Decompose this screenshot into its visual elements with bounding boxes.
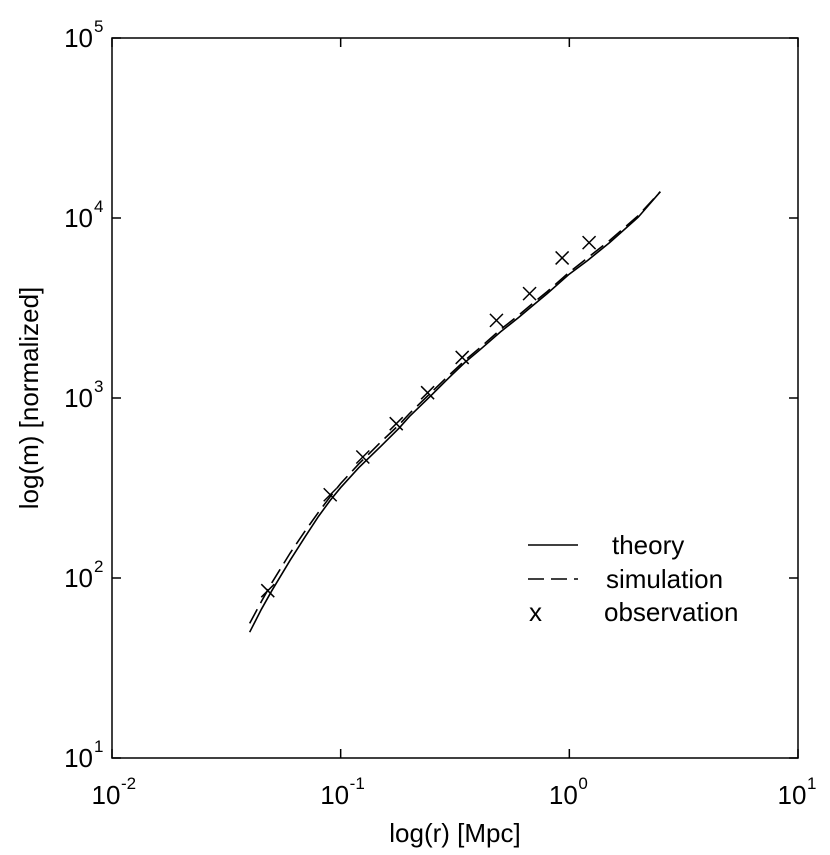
y-axis-label: log(m) [normalized] [14, 287, 44, 510]
x-tick-exponent: 0 [578, 774, 587, 793]
series-observation-marker [323, 487, 338, 502]
y-tick-exponent: 3 [94, 377, 103, 396]
x-tick-exponent: -2 [121, 774, 136, 793]
series-simulation-line [248, 191, 661, 624]
legend: theory simulation x observation [528, 530, 738, 627]
y-tick-label: 10 [64, 23, 93, 53]
x-tick-label: 10 [549, 780, 578, 810]
axis-ticks [111, 37, 799, 759]
series-layer [248, 191, 661, 633]
x-tick-exponent: -1 [350, 774, 365, 793]
legend-theory-label: theory [612, 530, 684, 560]
series-observation-marker [555, 250, 570, 265]
series-theory-line [248, 191, 661, 633]
series-observation-marker [582, 235, 597, 250]
x-tick-label: 10 [778, 780, 807, 810]
x-tick-label: 10 [320, 780, 349, 810]
y-tick-label: 10 [64, 563, 93, 593]
y-tick-exponent: 4 [94, 197, 103, 216]
x-tick-labels: 10 -2 10 -1 10 0 10 1 [92, 774, 817, 810]
x-axis-label: log(r) [Mpc] [389, 818, 520, 848]
y-tick-exponent: 1 [94, 737, 103, 756]
plot-frame [111, 37, 799, 759]
series-observation-marker [420, 385, 435, 400]
series-observation-marker [455, 350, 470, 365]
y-tick-exponent: 5 [94, 17, 103, 36]
series-observation-marker [355, 449, 370, 465]
y-tick-label: 10 [64, 743, 93, 773]
legend-observation-marker: x [529, 597, 542, 627]
x-tick-exponent: 1 [807, 774, 816, 793]
series-observation-marker [489, 313, 504, 328]
series-observation-marker [522, 286, 537, 301]
y-tick-exponent: 2 [94, 557, 103, 576]
series-observation-marker [389, 416, 404, 431]
series-observation-marker [260, 583, 275, 598]
y-tick-label: 10 [64, 203, 93, 233]
y-tick-label: 10 [64, 383, 93, 413]
legend-simulation-label: simulation [606, 564, 723, 594]
legend-observation-label: observation [604, 597, 738, 627]
x-tick-label: 10 [92, 780, 121, 810]
